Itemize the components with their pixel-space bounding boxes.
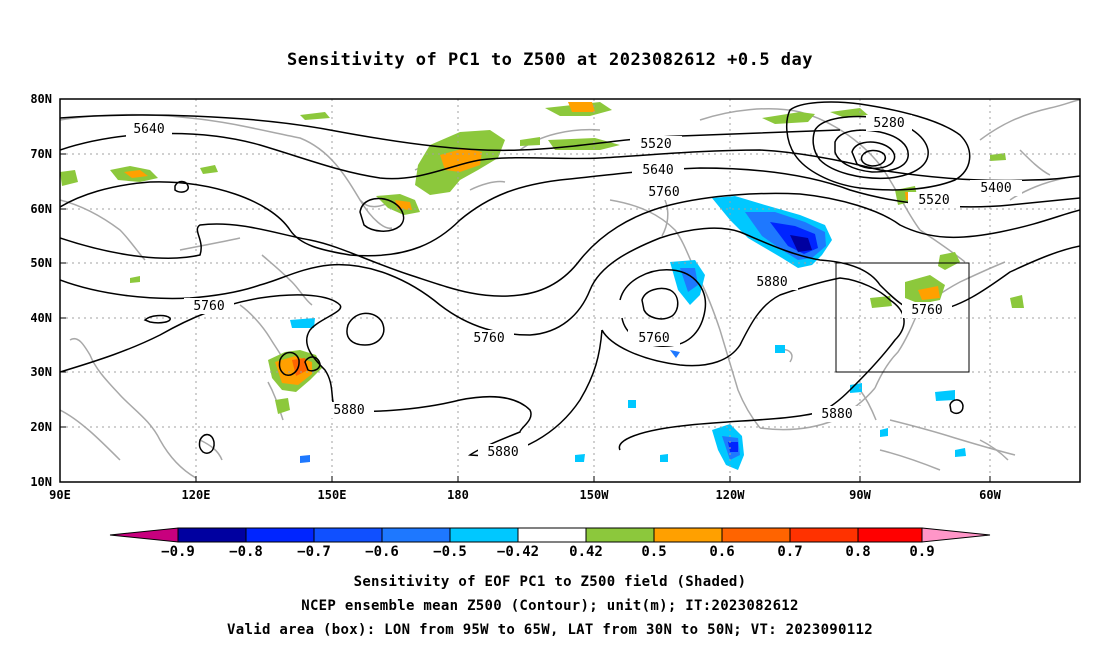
colorbar-label: 0.6 <box>709 544 735 560</box>
colorbar-label: 0.7 <box>777 544 803 560</box>
colorbar-label: 0.8 <box>845 544 871 560</box>
tick-marks <box>60 98 991 482</box>
lon-tick-label: 60W <box>979 488 1001 502</box>
colorbar-label: −0.9 <box>161 544 195 560</box>
lon-tick-label: 120W <box>715 488 745 502</box>
colorbar-label: −0.6 <box>365 544 399 560</box>
colorbar-label: −0.42 <box>496 544 540 560</box>
lat-tick-label: 80N <box>30 92 52 106</box>
contour-label: 5760 <box>473 331 504 346</box>
contour-label: 5640 <box>133 122 164 137</box>
lon-tick-label: 90W <box>849 488 871 502</box>
lat-tick-label: 50N <box>30 256 52 270</box>
positive-shading <box>60 102 1024 414</box>
contour-label: 5640 <box>642 163 673 178</box>
negative-shading <box>290 196 966 470</box>
lat-tick-label: 10N <box>30 475 52 489</box>
contour-label: 5400 <box>980 181 1011 196</box>
lat-tick-label: 60N <box>30 202 52 216</box>
contour-label: 5760 <box>638 331 669 346</box>
contour-labels: 5640 5520 5640 5760 5280 5400 5520 5760 … <box>126 115 1022 460</box>
lon-tick-label: 90E <box>49 488 71 502</box>
caption-line-3: Valid area (box): LON from 95W to 65W, L… <box>227 622 873 638</box>
contour-label: 5880 <box>333 403 364 418</box>
contour-label: 5760 <box>648 185 679 200</box>
contour-label: 5520 <box>640 137 671 152</box>
colorbar-label: −0.5 <box>433 544 467 560</box>
lon-tick-label: 150W <box>579 488 609 502</box>
caption-line-2: NCEP ensemble mean Z500 (Contour); unit(… <box>301 598 799 614</box>
colorbar-label: 0.42 <box>569 544 603 560</box>
contour-label: 5760 <box>911 303 942 318</box>
colorbar-label: −0.7 <box>297 544 331 560</box>
lon-tick-label: 150E <box>317 488 347 502</box>
contour-label: 5280 <box>873 116 904 131</box>
contour-label: 5520 <box>918 193 949 208</box>
contour-label: 5880 <box>756 275 787 290</box>
colorbar-label: −0.8 <box>229 544 263 560</box>
contour-label: 5760 <box>193 299 224 314</box>
lat-tick-label: 30N <box>30 365 52 379</box>
lon-tick-label: 120E <box>181 488 211 502</box>
map-title: Sensitivity of PC1 to Z500 at 2023082612… <box>286 50 813 70</box>
lat-tick-label: 40N <box>30 311 52 325</box>
valid-area-box <box>835 262 970 373</box>
lon-tick-label: 180 <box>447 488 469 502</box>
colorbar-label: 0.9 <box>909 544 935 560</box>
lat-tick-label: 20N <box>30 420 52 434</box>
caption-line-1: Sensitivity of EOF PC1 to Z500 field (Sh… <box>353 574 747 590</box>
contour-label: 5880 <box>487 445 518 460</box>
contour-label: 5880 <box>821 407 852 422</box>
colorbar <box>109 527 991 543</box>
colorbar-label: 0.5 <box>641 544 667 560</box>
map-frame <box>59 98 1081 483</box>
lat-tick-label: 70N <box>30 147 52 161</box>
